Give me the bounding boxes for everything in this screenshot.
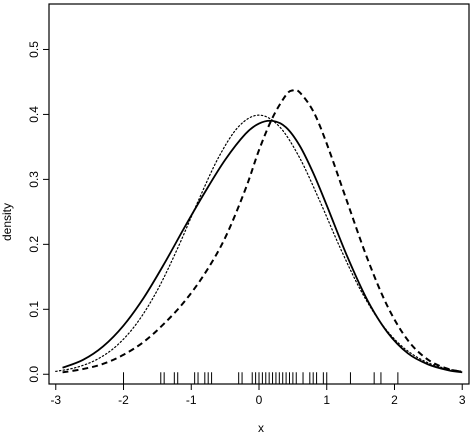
x-tick-label: 1 [323, 393, 330, 407]
x-axis-title: x [258, 421, 264, 435]
y-tick-label: 0.4 [27, 106, 41, 123]
y-tick-label: 0.3 [27, 171, 41, 188]
x-tick-label: -1 [186, 393, 197, 407]
x-tick-label: 0 [256, 393, 263, 407]
y-axis-title: density [0, 203, 14, 241]
y-tick-label: 0.1 [27, 301, 41, 318]
density-curve-dashed [62, 88, 463, 374]
y-tick-label: 0.0 [27, 366, 41, 383]
density-curve-dotted [55, 114, 463, 372]
x-tick-label: 2 [391, 393, 398, 407]
x-tick-label: 3 [459, 393, 466, 407]
x-tick-label: -2 [118, 393, 129, 407]
plot-frame [48, 3, 470, 385]
x-tick-label: -3 [50, 393, 61, 407]
y-tick-label: 0.5 [27, 41, 41, 58]
plot-area [55, 88, 463, 385]
axes: -3 -2 -1 0 1 2 3 0.0 0.1 0.2 0.3 0.4 0.5 [27, 3, 470, 407]
y-tick-label: 0.2 [27, 236, 41, 253]
density-curve-solid [62, 119, 463, 374]
